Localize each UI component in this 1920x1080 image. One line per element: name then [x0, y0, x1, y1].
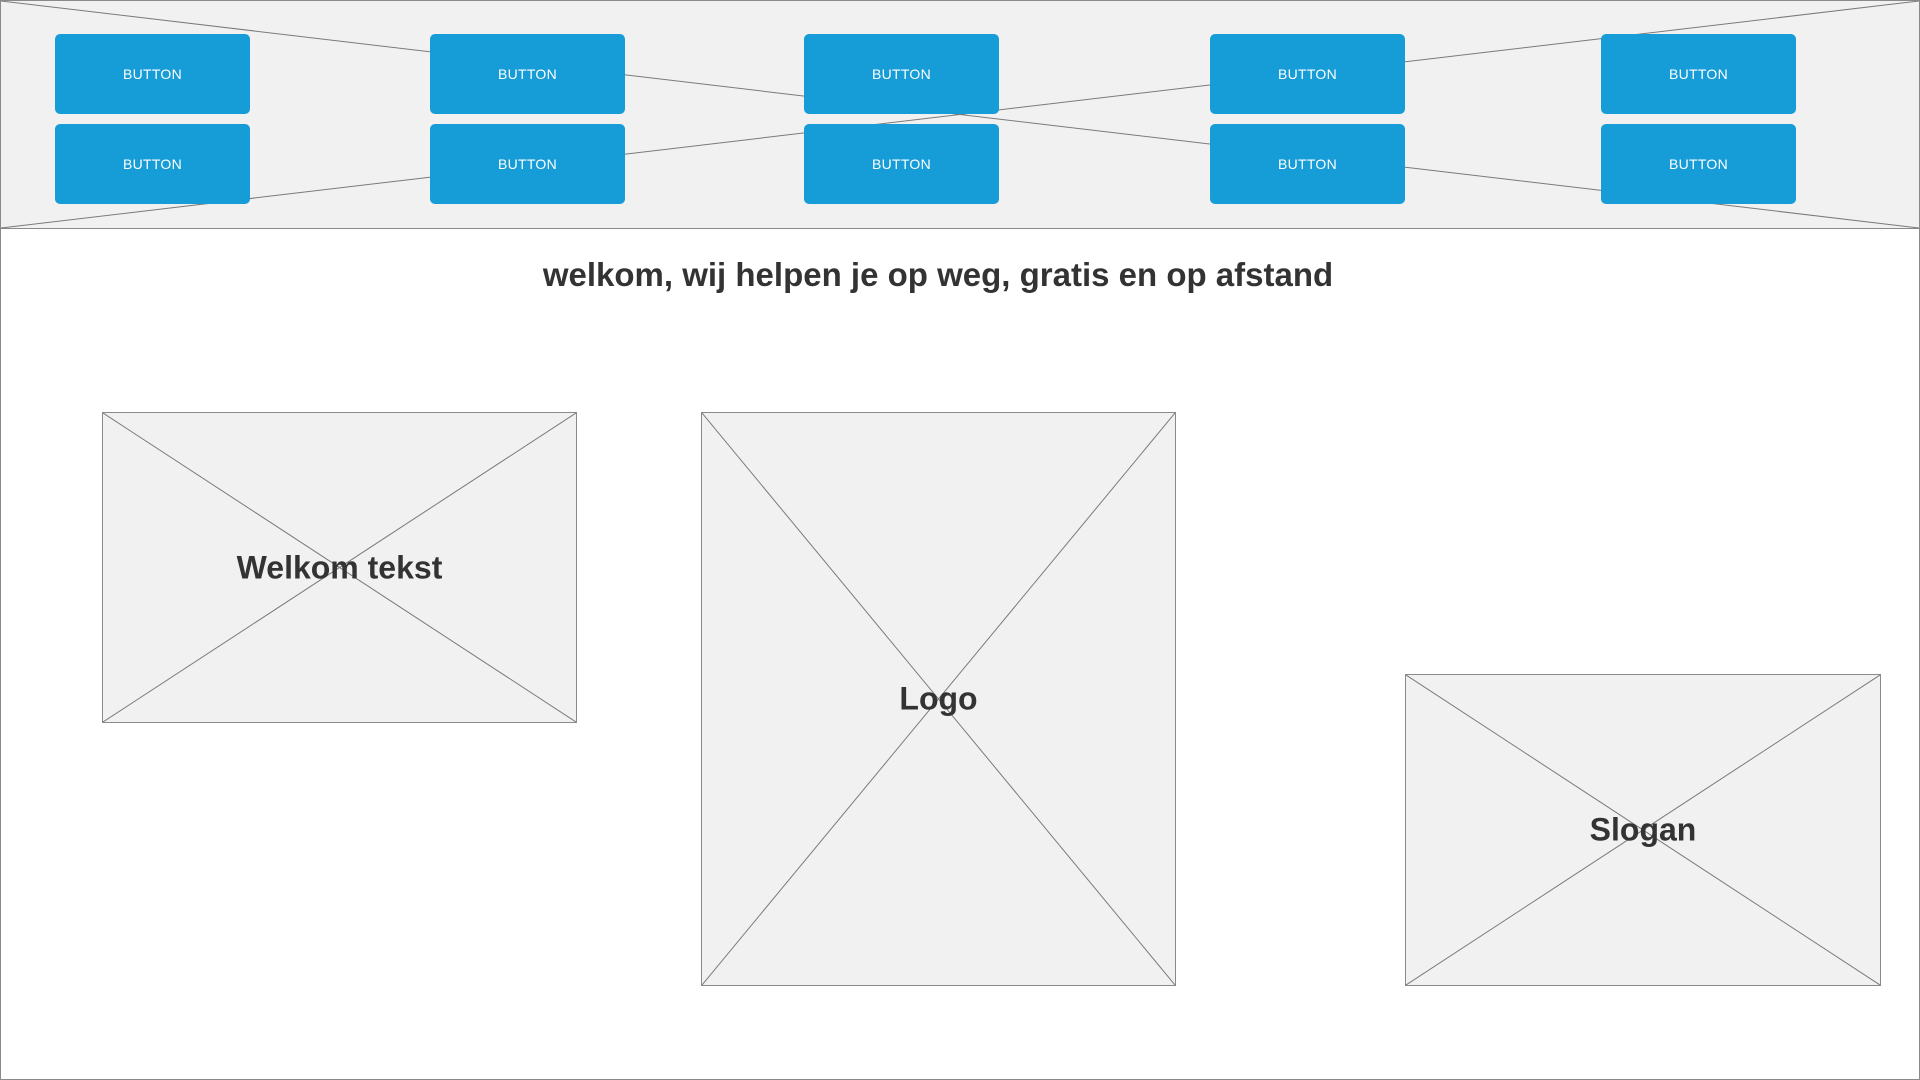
nav-button-3[interactable]: BUTTON: [804, 34, 999, 114]
nav-button-2[interactable]: BUTTON: [430, 34, 625, 114]
nav-button-4[interactable]: BUTTON: [1210, 34, 1405, 114]
logo-placeholder: Logo: [701, 412, 1176, 986]
header-placeholder-cross: [1, 1, 1919, 228]
page-heading: welkom, wij helpen je op weg, gratis en …: [542, 256, 1334, 293]
nav-button-9[interactable]: BUTTON: [1210, 124, 1405, 204]
welkom-text-placeholder: Welkom tekst: [102, 412, 577, 723]
logo-placeholder-cross: [702, 413, 1175, 985]
nav-button-8[interactable]: BUTTON: [804, 124, 999, 204]
nav-button-6[interactable]: BUTTON: [55, 124, 250, 204]
nav-button-7[interactable]: BUTTON: [430, 124, 625, 204]
nav-button-10[interactable]: BUTTON: [1601, 124, 1796, 204]
slogan-placeholder-cross: [1406, 675, 1880, 985]
slogan-placeholder: Slogan: [1405, 674, 1881, 986]
welkom-placeholder-cross: [103, 413, 576, 722]
nav-button-5[interactable]: BUTTON: [1601, 34, 1796, 114]
nav-button-1[interactable]: BUTTON: [55, 34, 250, 114]
